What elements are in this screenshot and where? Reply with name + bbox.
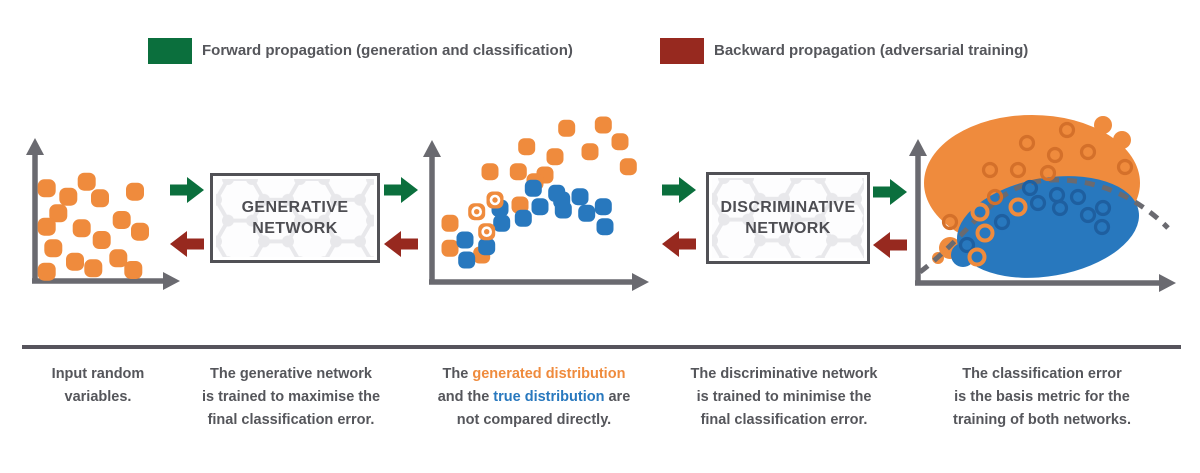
forward-arrow-icon <box>873 179 907 205</box>
network-pattern-icon <box>712 178 864 258</box>
x-axis-arrowhead-icon <box>632 273 649 291</box>
caption-generative-network: The generative network is trained to maxi… <box>201 366 381 428</box>
x-axis-arrowhead-icon <box>1159 274 1176 292</box>
backward-propagation-label: Backward propagation (adversarial traini… <box>714 42 1029 59</box>
backward-arrow-icon <box>873 232 907 258</box>
y-axis-arrowhead-icon <box>909 139 927 156</box>
network-pattern-icon <box>216 179 374 257</box>
distribution-dots <box>441 116 637 269</box>
classification-result-plot <box>905 95 1195 300</box>
y-axis-arrowhead-icon <box>26 138 44 155</box>
generative-network-label: GENERATIVE NETWORK <box>242 197 349 239</box>
distribution-blobs <box>918 115 1170 278</box>
y-axis-arrowhead-icon <box>423 140 441 157</box>
forward-propagation-label: Forward propagation (generation and clas… <box>202 42 573 59</box>
discriminative-network-label-line1: DISCRIMINATIVE <box>720 198 856 216</box>
backward-arrow-icon <box>170 231 204 257</box>
generative-network-label-line2: NETWORK <box>252 220 338 237</box>
discriminative-network-box-inner: DISCRIMINATIVE NETWORK <box>712 178 864 258</box>
distributions-scatter-plot <box>420 100 665 295</box>
input-scatter-plot <box>15 125 210 300</box>
discriminative-network-box: DISCRIMINATIVE NETWORK <box>706 172 870 264</box>
caption-classification-error: The classification error is the basis met… <box>952 366 1132 428</box>
forward-arrow-icon <box>170 177 204 203</box>
classification-result-svg <box>909 115 1176 292</box>
x-axis-arrowhead-icon <box>163 272 180 290</box>
distributions-scatter-svg <box>423 116 649 291</box>
random-noise-dots <box>37 172 149 281</box>
input-scatter-svg <box>26 138 180 290</box>
caption-divider-line <box>22 345 1181 349</box>
discriminative-network-label-line2: NETWORK <box>745 220 831 237</box>
generative-network-label-line1: GENERATIVE <box>241 198 349 216</box>
caption-distributions: The generated distribution and the true d… <box>437 366 631 428</box>
generative-network-box: GENERATIVE NETWORK <box>210 173 380 263</box>
forward-arrow-icon <box>662 177 696 203</box>
forward-arrow-icon <box>384 177 418 203</box>
backward-arrow-icon <box>384 231 418 257</box>
forward-propagation-swatch <box>148 38 192 64</box>
discriminative-network-label: DISCRIMINATIVE NETWORK <box>720 197 855 239</box>
generative-network-box-inner: GENERATIVE NETWORK <box>216 179 374 257</box>
caption-discriminative-network: The discriminative network is trained to … <box>690 366 878 428</box>
backward-arrow-icon <box>662 231 696 257</box>
caption-input-variables: Input random variables. <box>51 366 145 405</box>
backward-propagation-swatch <box>660 38 704 64</box>
